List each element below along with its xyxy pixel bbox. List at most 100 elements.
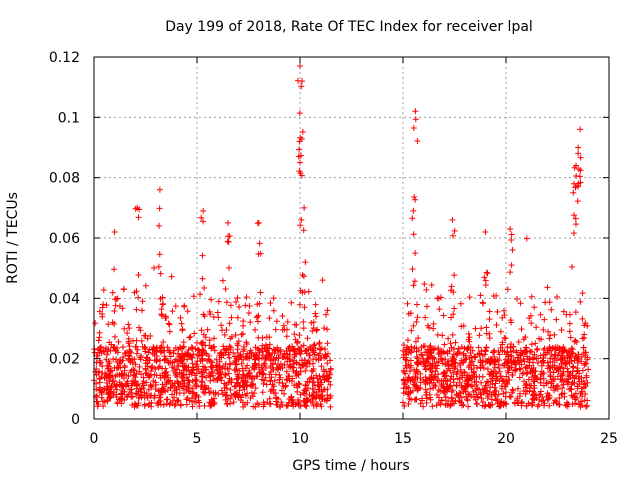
data-point bbox=[216, 358, 223, 365]
data-point bbox=[554, 373, 561, 380]
data-point bbox=[306, 360, 313, 367]
data-point bbox=[458, 402, 465, 409]
data-point bbox=[133, 391, 140, 398]
data-point bbox=[281, 390, 288, 397]
data-point bbox=[482, 282, 489, 289]
data-point bbox=[103, 356, 110, 363]
data-point bbox=[562, 361, 569, 368]
data-point bbox=[159, 388, 166, 395]
data-point bbox=[125, 321, 132, 328]
data-point bbox=[105, 321, 112, 328]
data-point bbox=[533, 346, 540, 353]
data-point bbox=[442, 394, 449, 401]
data-point bbox=[530, 382, 537, 389]
data-point bbox=[96, 329, 103, 336]
data-point bbox=[453, 371, 460, 378]
data-point bbox=[226, 320, 233, 327]
data-point bbox=[542, 299, 549, 306]
data-point bbox=[166, 401, 173, 408]
data-point bbox=[405, 400, 412, 407]
data-point bbox=[527, 348, 534, 355]
data-point bbox=[199, 339, 206, 346]
data-point bbox=[402, 362, 409, 369]
data-point bbox=[207, 364, 214, 371]
data-point bbox=[195, 366, 202, 373]
data-point bbox=[579, 388, 586, 395]
data-point bbox=[442, 356, 449, 363]
data-point bbox=[199, 275, 206, 282]
data-point bbox=[153, 352, 160, 359]
data-point bbox=[296, 168, 303, 175]
data-point bbox=[96, 379, 103, 386]
data-point bbox=[451, 272, 458, 279]
data-point bbox=[192, 381, 199, 388]
data-point bbox=[303, 360, 310, 367]
data-point bbox=[144, 372, 151, 379]
data-point bbox=[112, 302, 119, 309]
data-point bbox=[564, 378, 571, 385]
data-point bbox=[270, 295, 277, 302]
data-point bbox=[193, 382, 200, 389]
data-point bbox=[478, 379, 485, 386]
data-point bbox=[106, 368, 113, 375]
data-point bbox=[266, 395, 273, 402]
data-point bbox=[566, 328, 573, 335]
data-point bbox=[428, 347, 435, 354]
data-point bbox=[540, 397, 547, 404]
data-point bbox=[155, 263, 162, 270]
data-point bbox=[187, 333, 194, 340]
data-point bbox=[298, 152, 305, 159]
data-point bbox=[571, 212, 578, 219]
data-point bbox=[150, 344, 157, 351]
data-point bbox=[160, 338, 167, 345]
data-point bbox=[557, 356, 564, 363]
data-point bbox=[444, 388, 451, 395]
data-point bbox=[131, 371, 138, 378]
data-point bbox=[478, 348, 485, 355]
data-point bbox=[283, 326, 290, 333]
data-point bbox=[479, 299, 486, 306]
data-point bbox=[506, 393, 513, 400]
data-point bbox=[225, 370, 232, 377]
data-point bbox=[500, 362, 507, 369]
data-point bbox=[571, 164, 578, 171]
data-point bbox=[278, 387, 285, 394]
data-point bbox=[507, 344, 514, 351]
data-point bbox=[145, 349, 152, 356]
data-point bbox=[217, 370, 224, 377]
x-tick-label: 25 bbox=[600, 431, 618, 447]
data-point bbox=[210, 343, 217, 350]
data-point bbox=[156, 344, 163, 351]
data-point bbox=[584, 322, 591, 329]
data-point bbox=[296, 301, 303, 308]
data-point bbox=[243, 383, 250, 390]
data-point bbox=[301, 288, 308, 295]
data-point bbox=[562, 402, 569, 409]
data-point bbox=[253, 354, 260, 361]
x-tick-label: 0 bbox=[90, 431, 99, 447]
data-point bbox=[324, 307, 331, 314]
data-point bbox=[95, 337, 102, 344]
data-point bbox=[505, 377, 512, 384]
data-point bbox=[558, 327, 565, 334]
data-point bbox=[477, 389, 484, 396]
data-point bbox=[560, 308, 567, 315]
data-point bbox=[238, 354, 245, 361]
data-point bbox=[302, 382, 309, 389]
data-point bbox=[445, 335, 452, 342]
data-point bbox=[255, 334, 262, 341]
data-point bbox=[300, 325, 307, 332]
data-point bbox=[142, 348, 149, 355]
data-point bbox=[227, 386, 234, 393]
data-point bbox=[199, 356, 206, 363]
data-point bbox=[554, 293, 561, 300]
data-point bbox=[551, 351, 558, 358]
data-point bbox=[547, 372, 554, 379]
data-point bbox=[172, 372, 179, 379]
data-point bbox=[302, 367, 309, 374]
data-point bbox=[208, 396, 215, 403]
data-point bbox=[293, 368, 300, 375]
data-point bbox=[318, 354, 325, 361]
data-point bbox=[186, 334, 193, 341]
data-point bbox=[216, 364, 223, 371]
